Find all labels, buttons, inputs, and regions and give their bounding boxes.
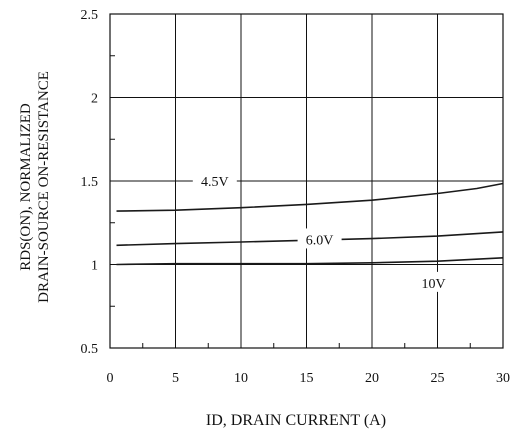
tick-labels: 0 5 10 15 20 25 30 0.5 1 1.5 2 2.5	[81, 8, 511, 386]
series-label-background	[416, 271, 452, 292]
x-axis-label: ID, DRAIN CURRENT (A)	[206, 412, 386, 429]
y-tick-label: 2	[91, 92, 98, 107]
series-label-4-5v: 4.5V	[201, 175, 229, 190]
y-tick-label: 2.5	[81, 8, 99, 23]
x-tick-label: 10	[234, 371, 248, 386]
series-label-10v: 10V	[422, 277, 446, 292]
y-tick-label: 1	[91, 259, 98, 274]
series-4-5v-line	[116, 182, 504, 212]
plot-frame	[109, 13, 504, 349]
series-label-background	[297, 228, 342, 249]
x-tick-label: 25	[431, 371, 445, 386]
x-tick-label: 0	[107, 371, 114, 386]
series-10v-line	[116, 257, 504, 266]
series-label-background	[192, 170, 237, 190]
x-tick-label: 15	[300, 371, 314, 386]
x-tick-label: 20	[365, 371, 379, 386]
y-tick-label: 1.5	[81, 175, 99, 190]
y-axis-label-line-1: RDS(ON), NORMALIZED	[18, 103, 34, 271]
x-tick-label: 30	[496, 371, 510, 386]
x-tick-label: 5	[172, 371, 179, 386]
series-label-6-0v: 6.0V	[306, 233, 334, 248]
series-labels: 4.5V 6.0V 10V	[192, 170, 452, 292]
y-axis-label-line-2: DRAIN-SOURCE ON-RESISTANCE	[36, 71, 52, 303]
y-tick-label: 0.5	[81, 342, 99, 357]
